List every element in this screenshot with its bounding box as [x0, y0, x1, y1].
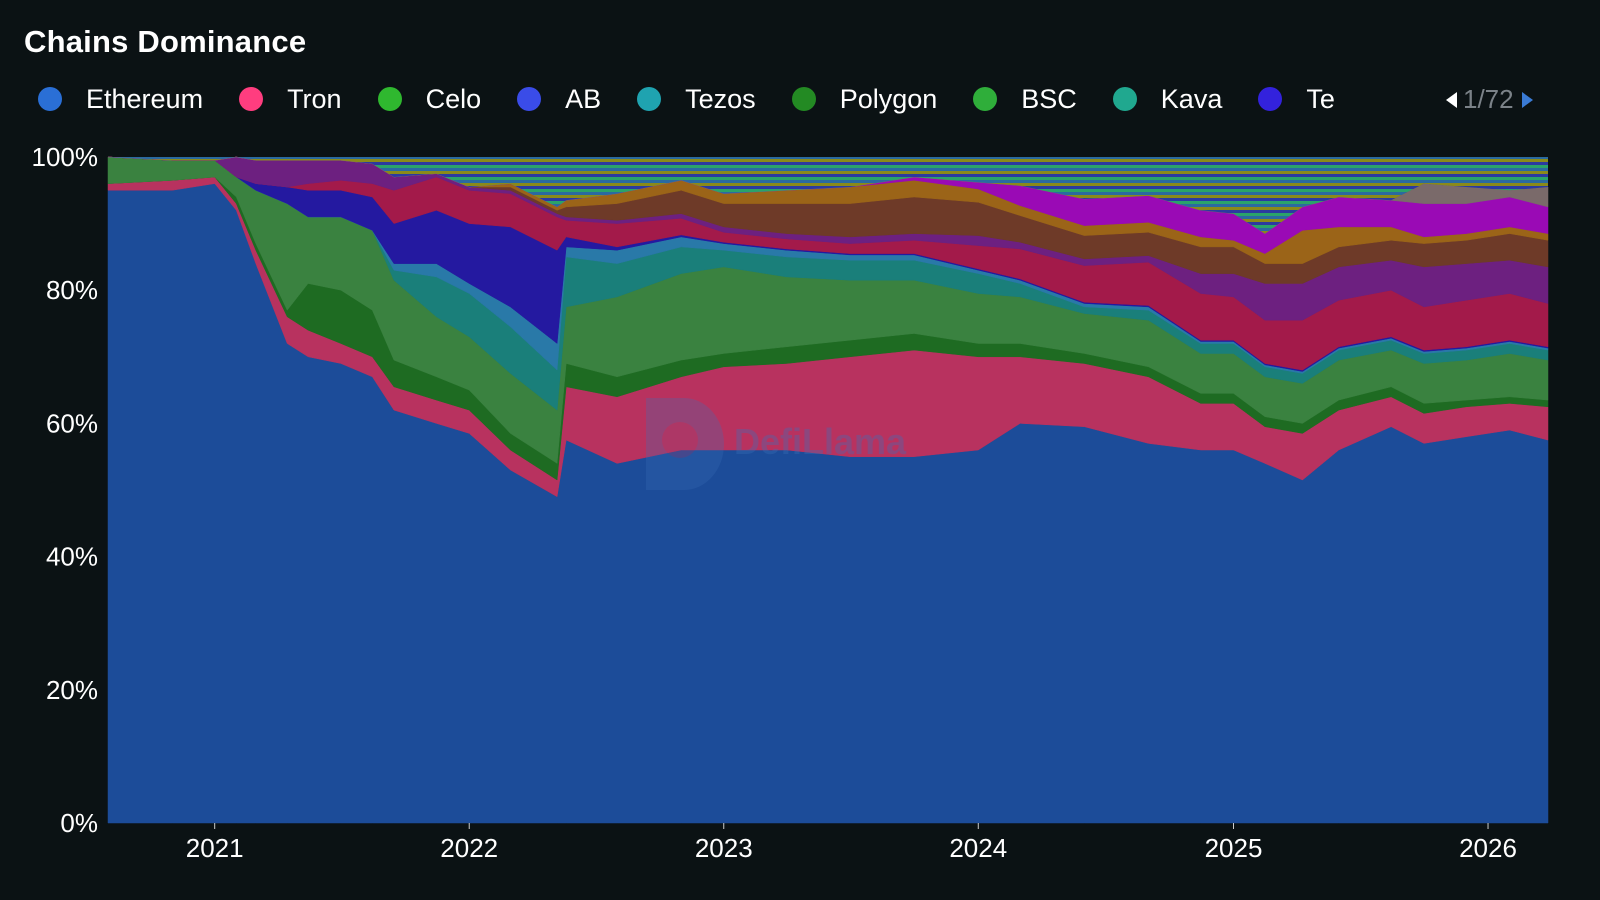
legend-dot-icon [791, 87, 816, 111]
legend-pager: 1/72 [1446, 84, 1533, 115]
legend-dot-icon [973, 87, 998, 111]
x-tick-label: 2021 [186, 833, 244, 863]
llama-logo-icon [646, 398, 724, 490]
legend-dot-icon [1112, 87, 1137, 111]
legend-dot-icon [377, 87, 402, 111]
watermark-text: DefiLlama [734, 421, 907, 462]
watermark: DefiLlama [640, 392, 906, 492]
x-tick-label: 2022 [440, 833, 498, 863]
legend-label: Polygon [839, 83, 938, 114]
x-tick-label: 2026 [1459, 833, 1517, 863]
series-area-chain-13[interactable] [108, 157, 1548, 234]
legend-item[interactable]: Tron [239, 84, 342, 115]
series-areas [107, 156, 1549, 824]
legend-dot-icon [637, 87, 662, 111]
y-axis: 0% 20% 40% 60% 80% 100% [32, 142, 99, 838]
triangle-left-icon[interactable] [1446, 91, 1457, 108]
legend-item[interactable]: Tezos [637, 84, 756, 115]
y-tick-label: 40% [46, 542, 98, 572]
y-tick-label: 80% [46, 275, 98, 305]
legend-dot-icon [239, 87, 264, 111]
y-tick-label: 60% [46, 408, 98, 438]
legend-label: Tezos [685, 83, 756, 114]
x-tick-label: 2025 [1205, 833, 1263, 863]
x-tick-label: 2024 [949, 833, 1007, 863]
legend-item[interactable]: AB [517, 84, 601, 115]
legend-label: Ethereum [86, 83, 204, 114]
legend-dot-icon [1258, 87, 1283, 111]
x-axis: 2021 2022 2023 2024 2025 2026 [186, 823, 1517, 863]
legend-item[interactable]: Polygon [791, 83, 938, 115]
legend-item[interactable]: Te [1258, 84, 1335, 115]
triangle-right-icon[interactable] [1521, 91, 1533, 108]
legend-item[interactable]: Kava [1112, 83, 1223, 115]
legend-label: AB [565, 83, 602, 114]
legend-label: Celo [425, 83, 482, 114]
x-tick-label: 2023 [695, 833, 753, 863]
legend-dot-icon [517, 87, 542, 111]
legend-dot-icon [38, 87, 62, 111]
legend-page-indicator: 1/72 [1463, 84, 1514, 114]
legend-label: BSC [1021, 83, 1077, 114]
chart-title: Chains Dominance [24, 24, 307, 59]
y-tick-label: 100% [32, 142, 99, 172]
legend-item[interactable]: Ethereum [38, 84, 203, 115]
legend-label: Kava [1160, 83, 1223, 114]
legend-label: Te [1306, 83, 1335, 114]
legend-item[interactable]: Celo [377, 83, 482, 115]
y-tick-label: 20% [46, 675, 98, 705]
legend: Ethereum Tron Celo AB Tezos Polygon BSC Kava Te [38, 80, 1428, 118]
legend-label: Tron [287, 83, 342, 114]
y-tick-label: 0% [60, 808, 98, 838]
legend-item[interactable]: BSC [973, 84, 1077, 115]
